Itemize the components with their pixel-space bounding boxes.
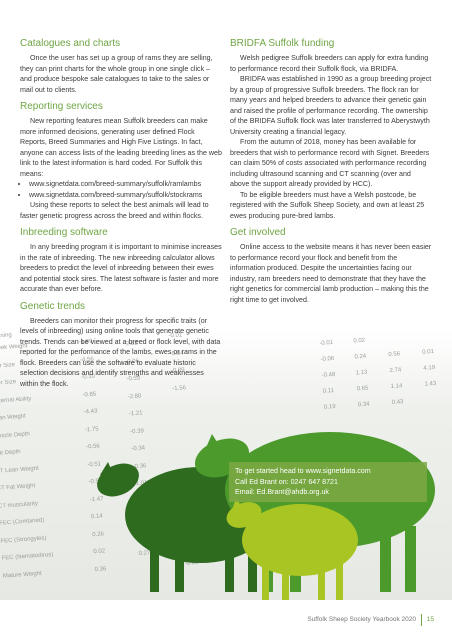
left-column: Catalogues and charts Once the user has s…: [20, 38, 222, 389]
right-column: BRIDFA Suffolk funding Welsh pedigree Suf…: [230, 38, 432, 305]
cta-line: Email: Ed.Brant@ahdb.org.uk: [235, 488, 329, 496]
section-heading: BRIDFA Suffolk funding: [230, 38, 335, 49]
paragraph: To be eligible breeders must have a Wels…: [230, 190, 425, 220]
paragraph: Once the user has set up a group of rams…: [20, 54, 213, 94]
bullet-list: www.signetdata.com/breed-summary/suffolk…: [20, 179, 222, 200]
paragraph: From the autumn of 2018, money has been …: [230, 138, 430, 188]
cta-line: Call Ed Brant on: 0247 647 8721: [235, 477, 338, 486]
call-to-action-box: To get started head to www.signetdata.co…: [229, 462, 427, 502]
section-heading: Genetic trends: [20, 300, 86, 312]
paragraph: Breeders can monitor their progress for …: [20, 316, 221, 388]
footer-title: Suffolk Sheep Society Yearbook 2020: [307, 616, 416, 623]
section-heading: Inbreeding software: [20, 227, 108, 238]
paragraph: Online access to the website means it ha…: [230, 243, 432, 304]
footer: Suffolk Sheep Society Yearbook 2020 15: [0, 612, 452, 628]
paragraph: Using these reports to select the best a…: [20, 201, 209, 220]
section-heading: Reporting services: [20, 101, 103, 112]
paragraph: BRIDFA was established in 1990 as a grou…: [230, 75, 432, 136]
cta-line: To get started head to www.signetdata.co…: [235, 467, 371, 475]
bullet-item: www.signetdata.com/breed-summary/suffolk…: [29, 190, 222, 201]
paragraph: New reporting features mean Suffolk bree…: [20, 117, 222, 178]
section-heading: Catalogues and charts: [20, 38, 121, 49]
section-heading: Get involved: [230, 227, 286, 238]
bullet-item: www.signetdata.com/breed-summary/suffolk…: [29, 179, 222, 190]
lamb: [226, 498, 358, 600]
footer-separator: [421, 614, 422, 626]
paragraph: Welsh pedigree Suffolk breeders can appl…: [230, 54, 429, 73]
page-number: 15: [426, 616, 434, 623]
paragraph: In any breeding program it is important …: [20, 243, 222, 293]
